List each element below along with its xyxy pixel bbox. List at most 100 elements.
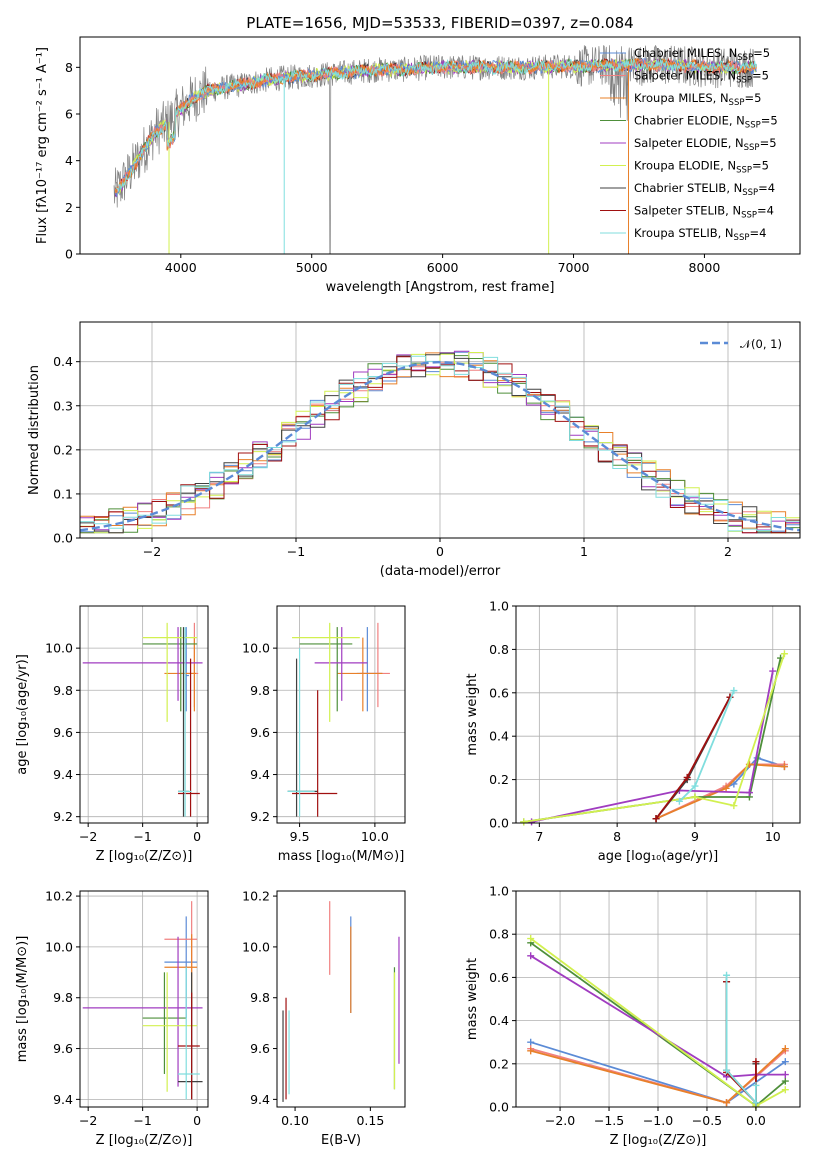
legend-name: Salpeter MILES, N bbox=[634, 69, 736, 83]
x-tick-label: −0.5 bbox=[692, 1113, 722, 1128]
panel-7: 0.10 0.15 9.4 9.6 9.8 10.0 10.2 E(B-V) bbox=[242, 889, 406, 1148]
errorbar-point bbox=[287, 648, 315, 817]
series-marker bbox=[520, 818, 528, 826]
axes-frame bbox=[79, 36, 801, 255]
legend-label: Chabrier MILES, NSSP=5 bbox=[634, 46, 770, 63]
legend-sub: SSP bbox=[737, 53, 753, 63]
x-tick-label: 4000 bbox=[165, 260, 197, 275]
errorbar-point bbox=[178, 627, 192, 817]
errorbar-point bbox=[178, 992, 200, 1100]
y-tick-label: 9.6 bbox=[53, 725, 73, 740]
x-tick-label: 8000 bbox=[689, 260, 721, 275]
y-tick-label: 0.2 bbox=[489, 1056, 509, 1071]
series-marker bbox=[781, 1058, 789, 1066]
y-tick-label: 9.8 bbox=[250, 990, 270, 1005]
errorbar-point bbox=[82, 627, 203, 701]
x-tick-label: 8 bbox=[613, 829, 621, 844]
y-tick-label: 0.3 bbox=[53, 398, 73, 413]
model-line-kroupa_stelib bbox=[115, 58, 757, 192]
legend-entry: Salpeter MILES, NSSP=5 bbox=[600, 69, 769, 86]
series-marker bbox=[752, 1081, 760, 1089]
legend-tail: =5 bbox=[760, 136, 777, 150]
y-tick-label: 0.6 bbox=[489, 685, 509, 700]
legend-entry: Chabrier ELODIE, NSSP=5 bbox=[600, 114, 778, 131]
y-tick-label: 8 bbox=[65, 60, 73, 75]
series-marker bbox=[781, 1045, 789, 1053]
x-tick-label: −2.0 bbox=[545, 1113, 575, 1128]
series-line-kroupa_elodie bbox=[523, 653, 786, 823]
x-axis-label: E(B-V) bbox=[321, 1133, 361, 1148]
x-tick-label: 0 bbox=[436, 544, 444, 559]
x-tick-label: −2 bbox=[143, 544, 161, 559]
y-tick-label: 9.8 bbox=[53, 990, 73, 1005]
x-tick-label: −1 bbox=[133, 829, 151, 844]
y-tick-label: 9.4 bbox=[53, 1092, 73, 1107]
panel-5: 7 8 9 10 0.0 0.2 0.4 0.6 0.8 1.0 age [log₁₀(age/yr… bbox=[465, 599, 801, 864]
legend-sub: SSP bbox=[741, 211, 757, 221]
y-tick-label: 0.2 bbox=[489, 772, 509, 787]
errorbar-point bbox=[178, 627, 189, 817]
legend-entry: Chabrier MILES, NSSP=5 bbox=[600, 46, 770, 63]
y-tick-label: 0.4 bbox=[489, 1013, 509, 1028]
series-marker bbox=[527, 1038, 535, 1046]
series-marker bbox=[781, 1086, 789, 1094]
y-tick-label: 0.8 bbox=[489, 642, 509, 657]
series-line-chabrier_elodie bbox=[523, 657, 782, 823]
y-tick-label: 0.0 bbox=[489, 816, 509, 831]
series-line-salpeter_elodie bbox=[530, 955, 786, 1078]
panel-6: −2 −1 0 9.4 9.6 9.8 10.0 10.2 Z [log₁₀(Z/Z⊙)] mas… bbox=[15, 889, 209, 1148]
x-tick-label: 0 bbox=[193, 1113, 201, 1128]
y-tick-label: 9.6 bbox=[250, 1041, 270, 1056]
y-tick-label: 10.0 bbox=[45, 641, 73, 656]
series-marker bbox=[723, 1099, 731, 1107]
legend-name: Salpeter ELODIE, N bbox=[634, 136, 744, 150]
legend-label: Kroupa ELODIE, NSSP=5 bbox=[634, 159, 769, 176]
series-marker bbox=[527, 952, 535, 960]
series-marker bbox=[730, 802, 738, 810]
x-tick-label: −1 bbox=[133, 1113, 151, 1128]
axes-frame bbox=[276, 890, 406, 1108]
x-tick-label: 1 bbox=[580, 544, 588, 559]
axes-frame bbox=[79, 890, 209, 1108]
legend-tail: =4 bbox=[757, 204, 774, 218]
series-marker bbox=[723, 971, 731, 979]
errorbar-point bbox=[178, 658, 200, 817]
legend-name: Kroupa STELIB, N bbox=[634, 226, 734, 240]
y-tick-label: 10.0 bbox=[242, 641, 270, 656]
y-tick-label: 10.2 bbox=[242, 889, 270, 904]
panel-8: −2.0 −1.5 −1.0 −0.5 0.0 0.0 0.2 0.4 0.6 0.8 1.0 Z [… bbox=[465, 884, 801, 1148]
errorbar-point bbox=[356, 627, 383, 712]
legend-sub: SSP bbox=[736, 76, 752, 86]
legend-tail: =4 bbox=[749, 226, 766, 240]
errorbar-point bbox=[337, 637, 383, 712]
errorbar-point bbox=[178, 972, 203, 1100]
figure-title: PLATE=1656, MJD=53533, FIBERID=0397, z=0… bbox=[246, 14, 633, 32]
series-line-kroupa_miles bbox=[655, 763, 785, 820]
y-axis-label: age [log₁₀(age/yr)] bbox=[15, 654, 30, 775]
panel-3: −2 −1 0 9.2 9.4 9.6 9.8 10.0 Z [log₁₀(Z/Z⊙)] age … bbox=[15, 605, 209, 864]
y-tick-label: 9.6 bbox=[250, 725, 270, 740]
legend-entry: Kroupa STELIB, NSSP=4 bbox=[600, 226, 766, 243]
legend-tail: =5 bbox=[744, 91, 761, 105]
legend-label: Chabrier STELIB, NSSP=4 bbox=[634, 181, 775, 198]
y-axis-label: mass [log₁₀(M/M⊙)] bbox=[15, 936, 30, 1063]
legend-label: Chabrier ELODIE, NSSP=5 bbox=[634, 114, 778, 131]
gaussian-curve bbox=[79, 360, 801, 532]
x-axis-label: Z [log₁₀(Z/Z⊙)] bbox=[96, 849, 193, 864]
y-tick-label: 1.0 bbox=[489, 884, 509, 899]
legend-sub: SSP bbox=[744, 143, 760, 153]
legend-label: Salpeter ELODIE, NSSP=5 bbox=[634, 136, 777, 153]
axes-frame bbox=[276, 605, 406, 824]
errorbar-point bbox=[185, 627, 189, 712]
y-tick-label: 6 bbox=[65, 107, 73, 122]
x-tick-label: 5000 bbox=[296, 260, 328, 275]
x-tick-label: 6000 bbox=[427, 260, 459, 275]
series-marker bbox=[683, 773, 691, 781]
y-tick-label: 10.0 bbox=[45, 939, 73, 954]
legend-sub: SSP bbox=[734, 233, 750, 243]
y-tick-label: 9.2 bbox=[250, 809, 270, 824]
series-marker bbox=[527, 1047, 535, 1055]
y-axis-label: Normed distribution bbox=[27, 365, 42, 495]
legend: 𝒩(0, 1) bbox=[700, 337, 782, 351]
